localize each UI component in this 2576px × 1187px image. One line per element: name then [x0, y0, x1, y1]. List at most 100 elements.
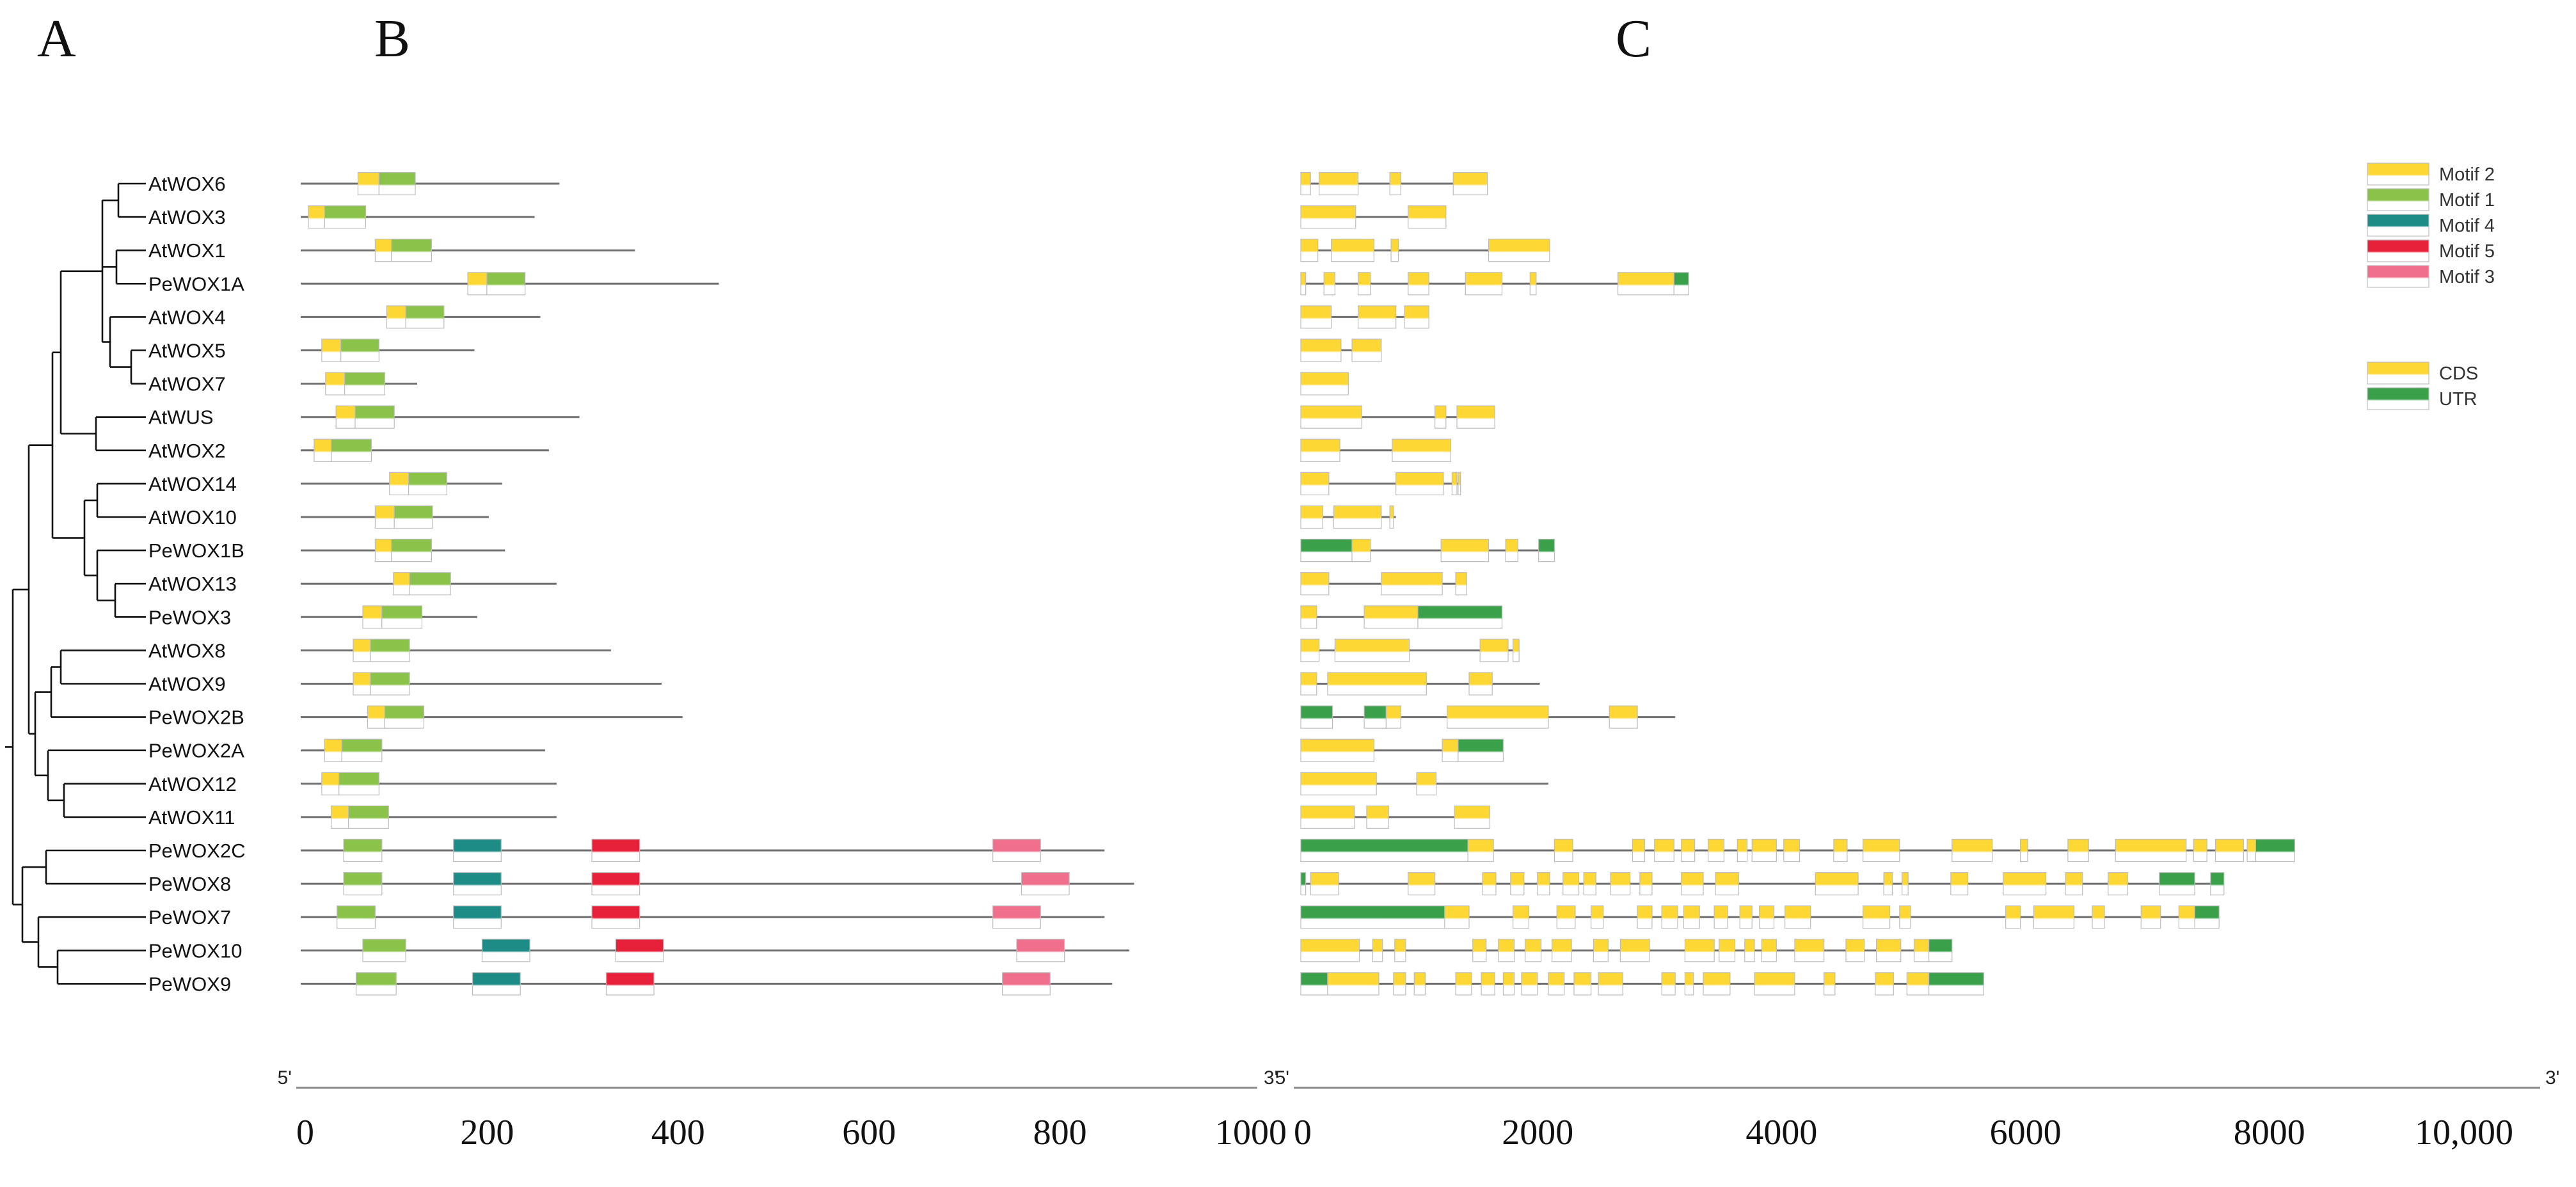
axis-tick-label: 6000 — [1990, 1113, 2062, 1152]
gene-label: AtWOX5 — [148, 340, 226, 362]
cds-box — [1300, 605, 1317, 629]
cds-box — [1416, 772, 1437, 795]
motif-box — [324, 738, 342, 762]
cds-box — [1593, 939, 1609, 962]
motif-box — [374, 505, 395, 529]
utr-box — [1300, 705, 1333, 729]
axis-c: 5' 3' 0 2000 4000 6000 8000 10,000 — [1275, 1067, 2560, 1152]
gene-structure-panel — [1300, 171, 2295, 996]
axis-b-left-end: 5' — [278, 1067, 292, 1088]
cds-box — [1300, 505, 1323, 529]
motif-box — [591, 872, 640, 896]
cds-box — [1562, 872, 1580, 896]
motif-box — [591, 838, 640, 863]
cds-box — [1331, 239, 1374, 262]
motif-box — [453, 838, 502, 863]
motif-row — [301, 672, 662, 696]
gene-label: AtWOX8 — [148, 639, 226, 662]
motif-box — [341, 738, 383, 762]
utr-box — [2159, 872, 2195, 896]
cds-box — [1454, 805, 1491, 829]
motif-box — [391, 239, 433, 262]
gene-label: PeWOX2B — [148, 706, 244, 729]
cds-box — [1761, 939, 1777, 962]
axis-c-right-end: 3' — [2545, 1067, 2559, 1088]
utr-box — [1300, 972, 1328, 996]
cds-box — [1318, 171, 1359, 196]
cds-box — [1465, 272, 1503, 296]
cds-box — [1619, 939, 1650, 962]
structure-row — [1300, 239, 1550, 262]
cds-box — [1467, 838, 1494, 863]
cds-box — [1794, 939, 1825, 962]
motif-box — [481, 939, 530, 962]
cds-box — [2140, 905, 2161, 929]
structure-row — [1300, 805, 1491, 829]
cds-box — [1529, 272, 1537, 296]
axis-tick-label: 8000 — [2234, 1113, 2305, 1152]
cds-box — [1351, 538, 1371, 562]
motif-box — [992, 905, 1041, 929]
cds-box — [1300, 939, 1360, 962]
utr-box — [1458, 738, 1504, 762]
cds-box — [1408, 205, 1447, 229]
utr-box — [2194, 905, 2220, 929]
cds-box — [1845, 939, 1865, 962]
motif-box — [391, 538, 433, 562]
cds-box — [1300, 339, 1342, 362]
motif-box — [338, 772, 379, 795]
cds-box — [1661, 972, 1676, 996]
motif-box — [370, 639, 410, 662]
cds-box — [1300, 272, 1307, 296]
legend-swatch-utr — [2367, 387, 2429, 410]
cds-box — [1703, 972, 1731, 996]
structure-row — [1300, 972, 1984, 996]
motif-row — [301, 339, 475, 362]
cds-box — [1444, 905, 1470, 929]
gene-label: AtWOX1 — [148, 239, 226, 262]
legend-swatch-m4 — [2367, 214, 2429, 237]
cds-box — [1300, 672, 1317, 696]
gene-label: AtWOX11 — [148, 806, 235, 829]
cds-box — [1548, 972, 1565, 996]
cds-box — [1759, 905, 1775, 929]
gene-labels: AtWOX6 AtWOX3 AtWOX1 PeWOX1A AtWOX4 AtWOX5 AtW… — [148, 173, 246, 995]
cds-box — [1751, 838, 1777, 863]
motif-box — [340, 339, 379, 362]
cds-box — [2193, 838, 2207, 863]
motif-box — [314, 438, 332, 462]
legend-label-motif: Motif 2 — [2439, 164, 2495, 185]
cds-box — [1488, 239, 1550, 262]
cds-box — [1505, 538, 1518, 562]
legend-label-structure: CDS — [2439, 363, 2478, 384]
cds-box — [1300, 639, 1320, 662]
axis-tick-label: 2000 — [1502, 1113, 1573, 1152]
motif-box — [378, 171, 416, 196]
cds-box — [1300, 738, 1374, 762]
structure-row — [1300, 472, 1461, 496]
cds-box — [1300, 305, 1332, 329]
cds-box — [1381, 572, 1443, 596]
gene-label: AtWOX10 — [148, 506, 237, 529]
utr-box — [1300, 872, 1307, 896]
cds-box — [1482, 872, 1497, 896]
motif-box — [362, 605, 383, 629]
cds-box — [1683, 905, 1700, 929]
motif-box — [325, 372, 346, 395]
cds-box — [1902, 872, 1909, 896]
cds-box — [1906, 972, 1930, 996]
legend-swatch-m1 — [2367, 188, 2429, 211]
structure-row — [1300, 538, 1555, 562]
cds-box — [1385, 705, 1401, 729]
cds-box — [1661, 905, 1678, 929]
cds-box — [1556, 905, 1576, 929]
cds-box — [1617, 272, 1674, 296]
motif-box — [486, 272, 526, 296]
cds-box — [1479, 639, 1509, 662]
cds-box — [1389, 171, 1401, 196]
cds-box — [1435, 405, 1447, 429]
motif-box — [353, 672, 371, 696]
cds-box — [1537, 872, 1550, 896]
structure-row — [1300, 905, 2220, 929]
cds-box — [2003, 872, 2047, 896]
